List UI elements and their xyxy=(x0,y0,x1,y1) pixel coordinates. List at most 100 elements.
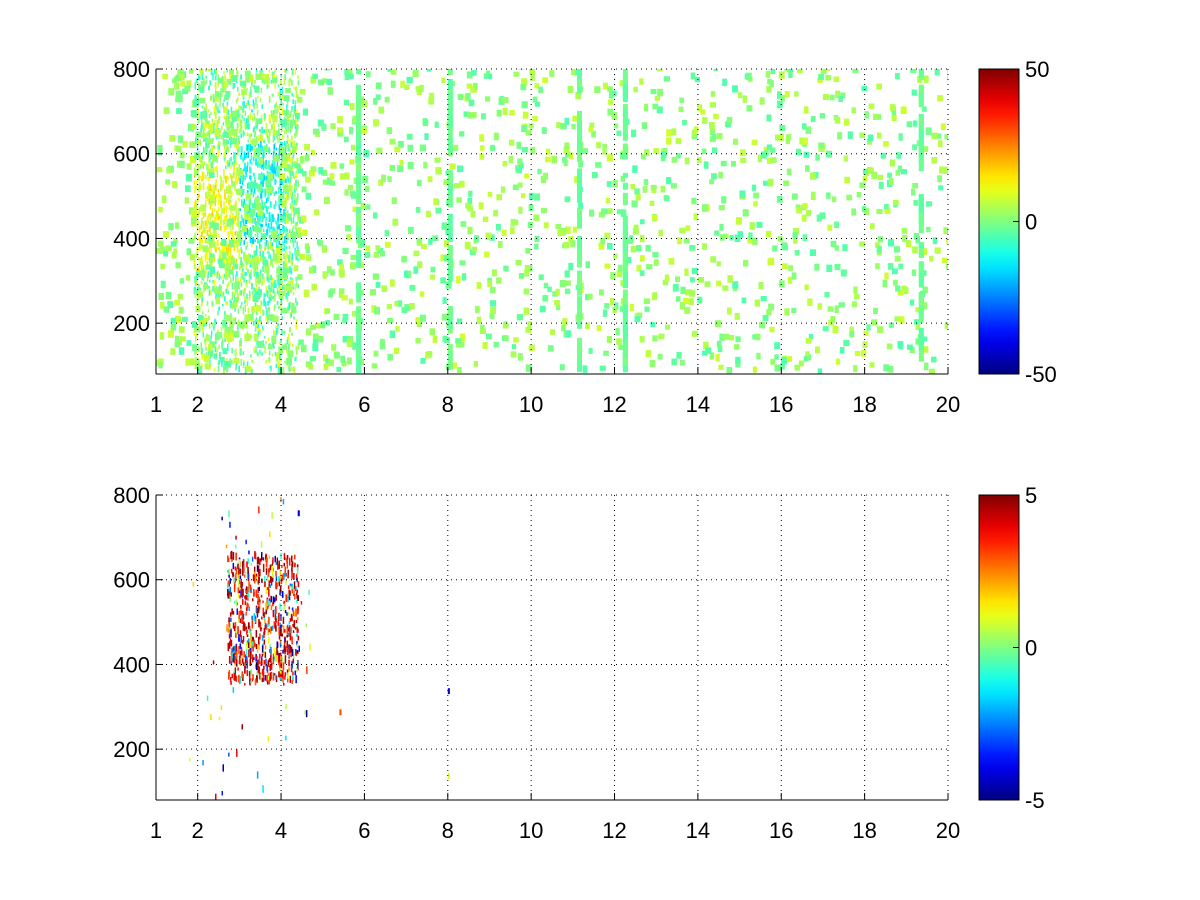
heatmap-cell xyxy=(290,109,293,112)
heatmap-cell xyxy=(269,644,271,649)
heatmap-cell xyxy=(417,261,423,269)
heatmap-cell xyxy=(185,358,192,366)
heatmap-cell xyxy=(293,212,295,217)
heatmap-cell xyxy=(735,356,741,365)
heatmap-cell xyxy=(236,216,239,221)
heatmap-cell xyxy=(356,226,362,239)
heatmap-cell xyxy=(214,180,217,186)
heatmap-cell xyxy=(218,195,221,203)
heatmap-cell xyxy=(759,97,765,105)
heatmap-cell xyxy=(487,73,493,80)
heatmap-cell xyxy=(264,244,267,251)
heatmap-cell xyxy=(247,640,250,648)
heatmap-cell xyxy=(441,77,446,84)
heatmap-cell xyxy=(257,220,259,226)
heatmap-cell xyxy=(532,115,538,122)
heatmap-cell xyxy=(212,285,214,292)
heatmap-cell xyxy=(457,93,464,100)
heatmap-cell xyxy=(284,256,286,260)
heatmap-cell xyxy=(179,278,185,284)
heatmap-cell xyxy=(216,347,218,353)
heatmap-cell xyxy=(294,562,296,568)
heatmap-cell xyxy=(190,358,195,366)
heatmap-cell xyxy=(671,128,677,136)
heatmap-cell xyxy=(220,135,223,140)
heatmap-cell xyxy=(234,297,239,303)
heatmap-cell xyxy=(766,86,772,93)
heatmap-cell xyxy=(423,161,428,169)
heatmap-cells xyxy=(189,497,450,800)
heatmap-cell xyxy=(559,364,565,371)
heatmap-cell xyxy=(235,271,238,277)
heatmap-cell xyxy=(517,353,523,361)
heatmap-cell xyxy=(197,210,200,214)
heatmap-cell xyxy=(739,190,746,198)
heatmap-cell xyxy=(251,244,253,248)
heatmap-cell xyxy=(521,101,528,109)
heatmap-cell xyxy=(275,576,278,582)
heatmap-cell xyxy=(235,628,237,633)
heatmap-cell xyxy=(208,85,210,91)
heatmap-cell xyxy=(322,271,327,279)
heatmap-cell xyxy=(282,134,284,140)
heatmap-cell xyxy=(292,344,294,348)
heatmap-cell xyxy=(705,347,712,354)
heatmap-cell xyxy=(292,366,295,372)
heatmap-cell xyxy=(456,275,461,284)
heatmap-cell xyxy=(263,631,265,639)
heatmap-cell xyxy=(259,349,261,355)
heatmap-cell xyxy=(196,226,199,235)
heatmap-cell xyxy=(213,190,215,195)
heatmap-cell xyxy=(225,301,227,305)
heatmap-cell xyxy=(250,90,252,98)
heatmap-cell xyxy=(261,634,264,641)
heatmap-cell xyxy=(295,256,298,260)
heatmap-cell xyxy=(861,85,867,92)
heatmap-cell xyxy=(274,330,277,338)
heatmap-cell xyxy=(251,237,253,245)
heatmap-cell xyxy=(397,300,403,307)
heatmap-cell xyxy=(641,122,648,129)
heatmap-cell xyxy=(203,121,205,129)
heatmap-cell xyxy=(231,608,233,615)
heatmap-cell xyxy=(247,161,249,167)
heatmap-cell xyxy=(234,655,236,661)
heatmap-cell xyxy=(169,135,176,142)
heatmap-cell xyxy=(264,674,267,681)
heatmap-cell xyxy=(236,181,238,185)
heatmap-cell xyxy=(281,91,284,98)
heatmap-cell xyxy=(243,277,246,283)
heatmap-cell xyxy=(375,94,381,100)
heatmap-cell xyxy=(290,231,297,238)
heatmap-cell xyxy=(851,208,857,216)
heatmap-cell xyxy=(389,165,395,172)
heatmap-cell xyxy=(215,193,218,198)
heatmap-cell xyxy=(481,113,486,120)
heatmap-cell xyxy=(534,101,541,107)
heatmap-cell xyxy=(622,151,628,160)
heatmap-cell xyxy=(233,156,236,163)
heatmap-cell xyxy=(331,344,337,351)
heatmap-cell xyxy=(478,202,484,210)
heatmap-cell xyxy=(275,190,277,195)
heatmap-cell xyxy=(712,147,718,153)
heatmap-cell xyxy=(445,281,452,289)
heatmap-cell xyxy=(283,682,285,686)
heatmap-cell xyxy=(258,134,264,141)
heatmap-cell xyxy=(291,93,293,97)
heatmap-cell xyxy=(275,325,277,329)
heatmap-cell xyxy=(525,129,531,136)
heatmap-cell xyxy=(253,114,256,121)
heatmap-cell xyxy=(287,143,290,149)
heatmap-cell xyxy=(247,216,253,223)
heatmap-cell xyxy=(216,210,218,217)
heatmap-cell xyxy=(428,92,435,99)
heatmap-cell xyxy=(195,180,198,185)
heatmap-cell xyxy=(239,575,242,580)
heatmap-cell xyxy=(267,628,269,636)
heatmap-cell xyxy=(295,573,298,580)
heatmap-cell xyxy=(200,224,203,230)
heatmap-cell xyxy=(242,157,244,162)
heatmap-cell xyxy=(231,175,233,183)
heatmap-cell xyxy=(221,292,224,296)
